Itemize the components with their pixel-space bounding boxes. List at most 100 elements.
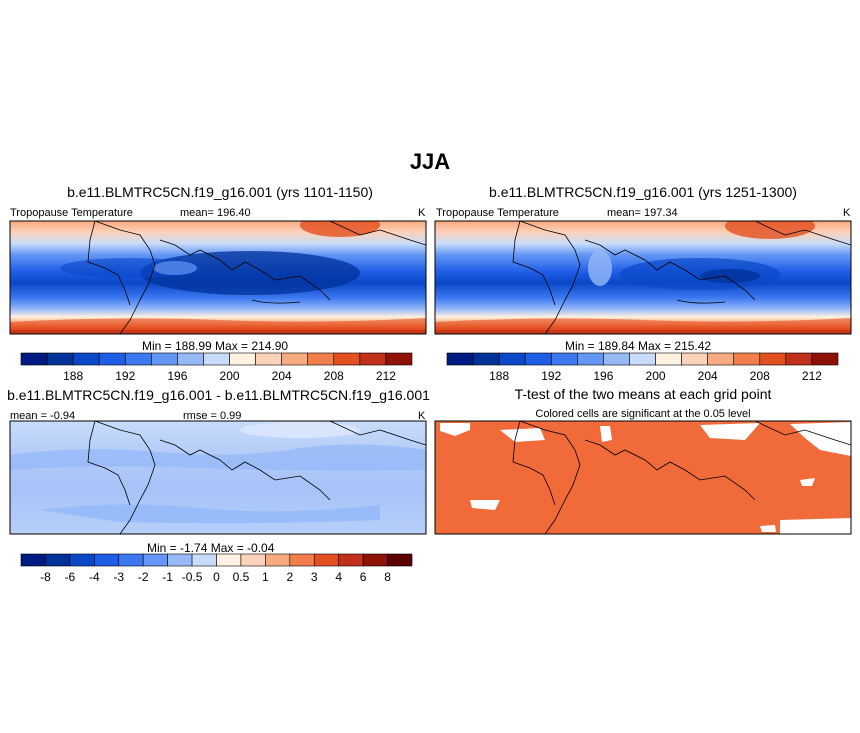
panel1-colorbar-tick-label: 196	[167, 369, 187, 383]
panel2-colorbar-tick-label: 212	[802, 369, 822, 383]
panel1-coastlines	[87, 221, 426, 334]
panel4-map	[435, 421, 851, 534]
panel1-colorbar-tick-label: 200	[220, 369, 240, 383]
panel3-frame	[9, 420, 427, 535]
panel2-minmax: Min = 189.84 Max = 215.42	[565, 339, 712, 353]
panel3-colorbar-swatch	[240, 553, 266, 567]
panel3-colorbar-swatch	[313, 553, 339, 567]
panel3-colorbar-swatch	[289, 553, 315, 567]
panel2-colorbar-swatch	[550, 352, 578, 366]
panel2-units: K	[843, 207, 851, 219]
panel3-minmax: Min = -1.74 Max = -0.04	[147, 541, 275, 555]
panel1-colorbar-tick-label: 188	[63, 369, 83, 383]
panel4-title: T-test of the two means at each grid poi…	[514, 386, 772, 402]
panel3-colorbar-tick-label: 3	[311, 570, 318, 584]
panel2-colorbar-swatch	[498, 352, 526, 366]
panel1-colorbar-swatch	[385, 352, 413, 366]
panel2-colorbar-swatch	[629, 352, 656, 366]
panel1-colorbar-swatch	[281, 352, 309, 366]
panel1-colorbar-tick-label: 208	[324, 369, 344, 383]
panel2-mean-label: mean= 197.34	[607, 207, 678, 219]
panel3-colorbar-tick-label: 4	[335, 570, 342, 584]
panel3-colorbar: -8 -6 -4 -3 -2 -1 -0.5 0 0.5 1 2 3 4 6 8	[20, 553, 413, 584]
panel3-colorbar-swatch	[45, 553, 71, 567]
panel3-colorbar-tick-label: 0	[213, 570, 220, 584]
panel1-colorbar-swatch	[151, 352, 178, 366]
panel4-coastlines	[512, 421, 851, 534]
panel4-subtitle: Colored cells are significant at the 0.0…	[535, 408, 751, 420]
panel1-colorbar: 188 192 196 200 204 208 212	[20, 352, 413, 383]
panel1-units: K	[418, 207, 426, 219]
panel1-colorbar-swatch	[20, 352, 48, 366]
panel3-colorbar-tick-label: -3	[113, 570, 124, 584]
panel3-colorbar-swatch	[216, 553, 242, 567]
panel3-colorbar-swatch	[191, 553, 217, 567]
panel1-colorbar-swatch	[177, 352, 204, 366]
panel3-rmse-label: rmse = 0.99	[183, 410, 242, 422]
panel3-colorbar-swatch	[167, 553, 193, 567]
panel3-colorbar-tick-label: 6	[360, 570, 367, 584]
panel3-colorbar-swatch	[265, 553, 291, 567]
panel1-colorbar-swatch	[124, 352, 152, 366]
panel1-colorbar-swatch	[229, 352, 256, 366]
panel2-colorbar-tick-label: 204	[698, 369, 718, 383]
season-title: JJA	[409, 149, 451, 174]
panel2-colorbar-tick-label: 200	[646, 369, 666, 383]
panel1-colorbar-swatch	[98, 352, 126, 366]
panel1-minmax: Min = 188.99 Max = 214.90	[142, 339, 289, 353]
panel1-variable-label: Tropopause Temperature	[10, 207, 133, 219]
panel1-colorbar-swatch	[333, 352, 361, 366]
panel2-colorbar-swatch	[446, 352, 474, 366]
panel2-colorbar-swatch	[785, 352, 813, 366]
panel1-colorbar-swatch	[359, 352, 387, 366]
panel1-colorbar-swatch	[255, 352, 282, 366]
panel1-title: b.e11.BLMTRC5CN.f19_g16.001 (yrs 1101-11…	[67, 184, 373, 200]
panel2-colorbar-swatch	[655, 352, 682, 366]
panel3-colorbar-tick-label: -1	[162, 570, 173, 584]
panel2-colorbar-swatch	[811, 352, 839, 366]
panel3-colorbar-tick-label: 1	[262, 570, 269, 584]
panel3-colorbar-tick-label: -8	[40, 570, 51, 584]
panel2-coastlines	[512, 221, 851, 334]
panel1-colorbar-swatch	[72, 352, 100, 366]
panel3-map	[10, 421, 426, 534]
panel3-colorbar-swatch	[387, 553, 413, 567]
panel1-mean-label: mean= 196.40	[180, 207, 251, 219]
panel3-coastlines	[87, 421, 426, 534]
panel1-colorbar-swatch	[46, 352, 74, 366]
panel3-colorbar-tick-label: 8	[384, 570, 391, 584]
panel3-colorbar-tick-label: -4	[89, 570, 100, 584]
panel1-frame	[9, 220, 427, 335]
coastlines	[87, 221, 851, 534]
panel2-colorbar: 188 192 196 200 204 208 212	[446, 352, 839, 383]
panel3-colorbar-swatch	[94, 553, 120, 567]
panel3-colorbar-swatch	[362, 553, 388, 567]
panel2-colorbar-swatch	[759, 352, 787, 366]
panel3-units: K	[418, 410, 426, 422]
panel2-colorbar-tick-label: 192	[541, 369, 561, 383]
panel2-colorbar-swatch	[733, 352, 761, 366]
panel2-map	[435, 221, 851, 334]
panel3-colorbar-swatch	[338, 553, 364, 567]
panel2-colorbar-tick-label: 208	[750, 369, 770, 383]
panel3-colorbar-swatch	[142, 553, 168, 567]
panel3-colorbar-swatch	[69, 553, 95, 567]
panel2-frame	[434, 220, 852, 335]
panel3-colorbar-tick-label: -0.5	[182, 570, 203, 584]
panel1-colorbar-swatch	[307, 352, 335, 366]
panel3-mean-label: mean = -0.94	[10, 410, 76, 422]
panel2-title: b.e11.BLMTRC5CN.f19_g16.001 (yrs 1251-13…	[489, 184, 797, 200]
panel3-colorbar-swatch	[20, 553, 46, 567]
panel1-colorbar-tick-label: 212	[376, 369, 396, 383]
panel1-colorbar-tick-label: 204	[272, 369, 292, 383]
panel3-colorbar-tick-label: -6	[65, 570, 76, 584]
panel2-colorbar-swatch	[681, 352, 708, 366]
panel2-colorbar-tick-label: 188	[489, 369, 509, 383]
panel3-colorbar-tick-label: 2	[286, 570, 293, 584]
panel3-colorbar-tick-label: 0.5	[233, 570, 250, 584]
panel3-colorbar-swatch	[118, 553, 144, 567]
panel2-colorbar-tick-label: 196	[593, 369, 613, 383]
panel3-colorbar-tick-label: -2	[138, 570, 149, 584]
panel2-colorbar-swatch	[577, 352, 604, 366]
